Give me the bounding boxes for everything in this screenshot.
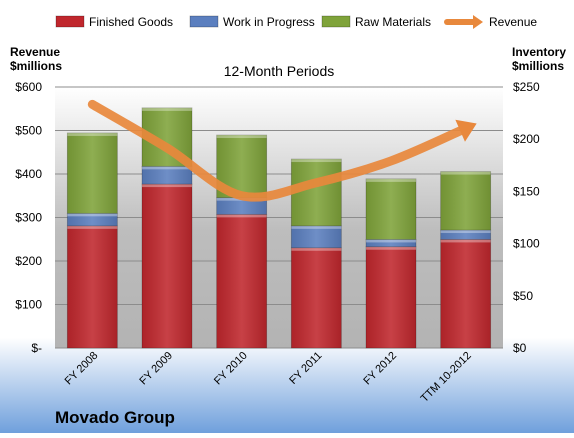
bar-shade — [67, 132, 118, 214]
bar-top-highlight — [142, 184, 192, 188]
left-tick-label: $600 — [15, 80, 42, 94]
left-tick-label: $100 — [15, 298, 42, 312]
bar-shade — [216, 197, 267, 215]
right-tick-label: $150 — [513, 184, 540, 198]
left-tick-label: $200 — [15, 254, 42, 268]
legend-arrowhead — [473, 15, 483, 29]
right-tick-label: $100 — [513, 237, 540, 251]
bar-shade — [142, 184, 192, 348]
right-axis-label-line1: Inventory — [512, 45, 566, 59]
bar-shade — [366, 239, 416, 247]
legend-swatch — [55, 15, 85, 28]
right-axis: $0 $50 $100 $150 $200 $250 — [513, 80, 540, 355]
bar-top-highlight — [67, 213, 118, 217]
legend-label: Finished Goods — [89, 15, 173, 29]
legend-swatch — [321, 15, 351, 28]
legend-label: Raw Materials — [355, 15, 431, 29]
company-name: Movado Group — [55, 408, 175, 427]
bar-top-highlight — [291, 159, 342, 163]
bar-top-highlight — [142, 166, 192, 170]
right-tick-label: $250 — [513, 80, 540, 94]
right-tick-label: $0 — [513, 341, 527, 355]
bar-shade — [216, 214, 267, 348]
left-tick-label: $500 — [15, 124, 42, 138]
bar-shade — [366, 246, 416, 348]
bar-top-highlight — [142, 107, 192, 111]
bar-top-highlight — [67, 225, 118, 229]
bar-shade — [440, 230, 491, 240]
bar-top-highlight — [440, 230, 491, 234]
bar-shade — [440, 171, 491, 231]
bar-top-highlight — [67, 132, 118, 136]
revenue-arrowhead — [455, 119, 477, 142]
right-axis-label-line2: $millions — [512, 59, 564, 73]
legend: Finished Goods Work in Progress Raw Materi… — [55, 15, 537, 29]
right-tick-label: $50 — [513, 289, 533, 303]
bar-shade — [67, 225, 118, 348]
bar-shade — [142, 166, 192, 185]
bar-top-highlight — [440, 171, 491, 175]
left-tick-label: $- — [31, 341, 42, 355]
bar-shade — [366, 178, 416, 240]
left-tick-label: $300 — [15, 211, 42, 225]
bar-shade — [440, 239, 491, 348]
legend-label: Work in Progress — [223, 15, 315, 29]
bar-top-highlight — [366, 246, 416, 250]
left-axis-label-line2: $millions — [10, 59, 62, 73]
bar-shade — [291, 159, 342, 226]
bar-shade — [67, 213, 118, 226]
legend-label: Revenue — [489, 15, 537, 29]
bar-top-highlight — [366, 239, 416, 243]
bar-top-highlight — [366, 178, 416, 182]
bar-shade — [291, 247, 342, 348]
right-tick-label: $200 — [513, 132, 540, 146]
bar-top-highlight — [440, 239, 491, 243]
revenue-line-group — [87, 99, 477, 202]
bar-top-highlight — [216, 135, 267, 139]
left-axis: $- $100 $200 $300 $400 $500 $600 — [15, 80, 42, 355]
left-axis-label-line1: Revenue — [10, 45, 60, 59]
legend-swatch — [189, 15, 219, 28]
bar-top-highlight — [291, 247, 342, 251]
revenue-line — [87, 99, 471, 202]
left-tick-label: $400 — [15, 167, 42, 181]
bar-top-highlight — [216, 214, 267, 218]
bars-group — [66, 107, 492, 349]
chart-title: 12-Month Periods — [224, 63, 335, 79]
bar-shade — [291, 225, 342, 248]
bar-top-highlight — [291, 225, 342, 229]
